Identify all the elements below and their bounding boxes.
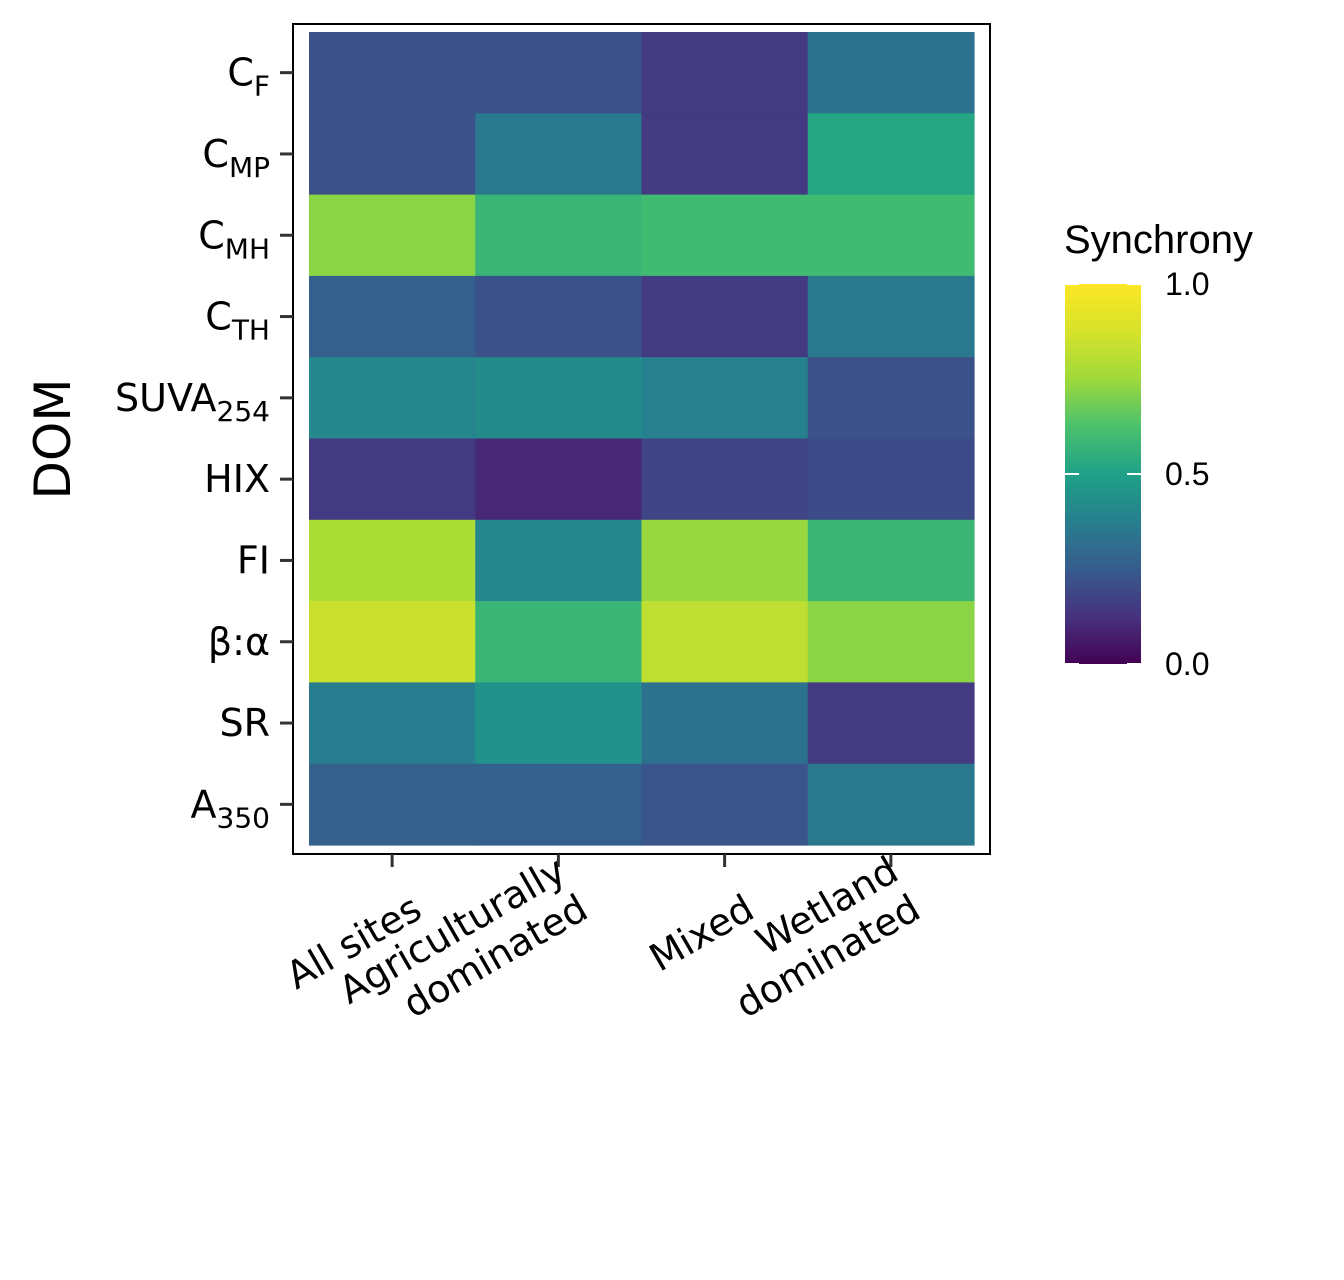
heatmap-cell — [641, 113, 809, 196]
heatmap-cell — [641, 519, 809, 602]
y-tick-label: SUVA254 — [115, 376, 270, 428]
y-tick-label-base: C — [227, 51, 254, 95]
x-tick-label-line: Mixed — [642, 886, 761, 980]
heatmap-cell — [807, 601, 975, 683]
legend-tick-label: 0.0 — [1165, 646, 1209, 682]
heatmap-cell — [641, 763, 809, 846]
heatmap-cell — [309, 194, 476, 277]
heatmap-cell — [807, 519, 975, 602]
y-tick-label-subscript: TH — [231, 314, 270, 347]
y-tick-label: CF — [227, 51, 270, 103]
heatmap-cell — [475, 438, 643, 521]
y-tick-label-base: C — [198, 213, 225, 257]
heatmap-cell — [641, 682, 809, 765]
y-tick-label-base: SR — [219, 701, 270, 745]
heatmap-cell — [309, 32, 476, 114]
heatmap-cell — [641, 438, 809, 521]
heatmap-cell — [475, 763, 643, 846]
heatmap-cell — [475, 601, 643, 683]
heatmap-cell — [807, 113, 975, 196]
y-tick-label: CMH — [198, 213, 270, 265]
heatmap-cell — [641, 32, 809, 114]
y-axis-title: DOM — [24, 379, 82, 500]
heatmap-cell — [807, 682, 975, 765]
heatmap-cell — [309, 519, 476, 602]
y-tick-label-subscript: MH — [225, 232, 270, 265]
heatmap-cell — [641, 275, 809, 358]
heatmap-cell — [807, 438, 975, 521]
heatmap-cell — [807, 357, 975, 440]
heatmap-cell — [309, 682, 476, 765]
heatmap-cell — [475, 357, 643, 440]
heatmap-cell — [309, 275, 476, 358]
y-tick-label-subscript: MP — [229, 151, 270, 184]
y-tick-label-subscript: 350 — [217, 801, 270, 834]
heatmap-cell — [475, 682, 643, 765]
y-tick-label-base: FI — [237, 538, 270, 582]
heatmap-cell — [641, 194, 809, 277]
heatmap-cell — [309, 438, 476, 521]
y-tick-label-subscript: 254 — [217, 395, 270, 428]
heatmap-cell — [807, 763, 975, 846]
heatmap-cell — [475, 194, 643, 277]
y-tick-label: CTH — [205, 295, 270, 347]
heatmap-cells — [309, 32, 975, 846]
y-tick-label-base: C — [202, 132, 229, 176]
heatmap-cell — [309, 601, 476, 683]
y-tick-label-base: C — [205, 295, 232, 339]
heatmap-cell — [807, 194, 975, 277]
heatmap-cell — [475, 275, 643, 358]
y-tick-label: FI — [237, 538, 270, 582]
heatmap-cell — [475, 519, 643, 602]
y-tick-label: A350 — [191, 782, 270, 834]
heatmap-cell — [641, 357, 809, 440]
x-tick-label: Mixed — [642, 886, 761, 980]
heatmap-cell — [309, 763, 476, 846]
heatmap-cell — [807, 32, 975, 114]
y-tick-label-base: HIX — [204, 457, 270, 501]
heatmap-cell — [807, 275, 975, 358]
y-tick-label: CMP — [202, 132, 270, 184]
heatmap-cell — [309, 357, 476, 440]
y-tick-label: β:α — [208, 620, 270, 664]
y-tick-label-base: β:α — [208, 620, 270, 664]
y-tick-label: HIX — [204, 457, 270, 501]
heatmap-cell — [475, 113, 643, 196]
y-tick-label-base: A — [191, 782, 217, 826]
y-tick-label-base: SUVA — [115, 376, 217, 420]
legend-tick-label: 0.5 — [1165, 456, 1209, 492]
plot-border — [292, 23, 991, 855]
legend-ticks: 0.0 0.5 1.0 — [1065, 266, 1209, 682]
legend: Synchrony 0.0 0.5 1.0 — [1064, 218, 1253, 682]
heatmap-cell — [475, 32, 643, 114]
heatmap-cell — [309, 113, 476, 196]
y-tick-label-subscript: F — [254, 70, 270, 103]
legend-tick-label: 1.0 — [1165, 266, 1209, 302]
legend-title: Synchrony — [1064, 218, 1253, 262]
y-tick-label: SR — [219, 701, 270, 745]
heatmap-cell — [641, 601, 809, 683]
